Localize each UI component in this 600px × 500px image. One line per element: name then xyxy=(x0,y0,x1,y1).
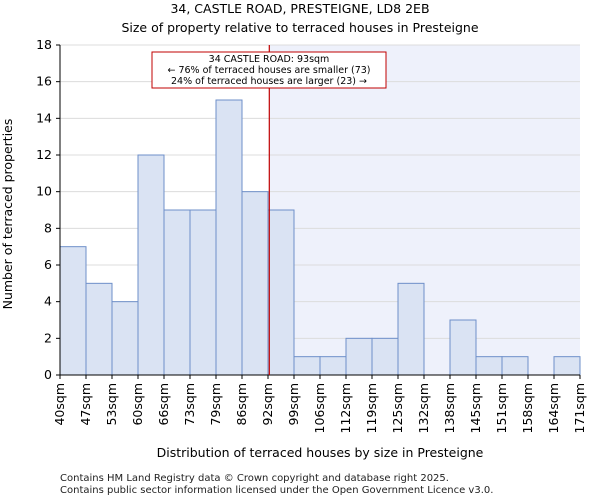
histogram-chart: 0 2 4 6 8 10 12 14 16 18 40sqm 47sqm 53sqm 60sqm 66sqm… xyxy=(0,1,587,460)
x-tick-label: 112sqm xyxy=(338,383,353,433)
histogram-bar xyxy=(397,282,425,376)
histogram-bar xyxy=(475,356,503,376)
x-tick-label: 125sqm xyxy=(390,383,405,433)
x-tick-label: 73sqm xyxy=(182,383,197,426)
histogram-bar xyxy=(59,246,87,376)
x-tick-label: 164sqm xyxy=(546,383,561,433)
histogram-bar xyxy=(293,356,321,376)
histogram-bar xyxy=(189,209,217,376)
y-tick-label: 16 xyxy=(36,74,52,89)
footer-licence: Contains public sector information licen… xyxy=(60,485,494,496)
larger-region-shade xyxy=(269,45,580,375)
x-tick-label: 66sqm xyxy=(156,383,171,426)
x-tick-label: 132sqm xyxy=(416,383,431,433)
x-tick-label: 171sqm xyxy=(572,383,587,433)
chart-subtitle: Size of property relative to terraced ho… xyxy=(121,20,478,35)
annotation-line: 24% of terraced houses are larger (23) → xyxy=(171,76,367,87)
x-tick-label: 79sqm xyxy=(208,383,223,426)
y-tick-label: 18 xyxy=(36,37,52,52)
y-tick-label: 4 xyxy=(44,294,52,309)
annotation-box xyxy=(151,51,387,89)
histogram-bar xyxy=(319,356,347,376)
histogram-bar xyxy=(215,99,243,376)
annotation-line: ← 76% of terraced houses are smaller (73… xyxy=(167,65,370,76)
y-tick-label: 6 xyxy=(44,257,52,272)
x-tick-label: 47sqm xyxy=(78,383,93,426)
y-tick-label: 0 xyxy=(44,367,52,382)
x-tick-label: 53sqm xyxy=(104,383,119,426)
histogram-bar xyxy=(501,356,529,376)
y-tick-label: 14 xyxy=(36,110,52,125)
x-tick-label: 151sqm xyxy=(494,383,509,433)
histogram-bar xyxy=(137,154,165,376)
y-tick-label: 10 xyxy=(36,184,52,199)
y-tick-label: 8 xyxy=(44,220,52,235)
histogram-bar xyxy=(85,282,113,376)
x-tick-label: 138sqm xyxy=(442,383,457,433)
chart-title: 34, CASTLE ROAD, PRESTEIGNE, LD8 2EB xyxy=(170,1,429,16)
y-tick-label: 2 xyxy=(44,330,52,345)
histogram-bar xyxy=(111,301,139,376)
x-tick-label: 145sqm xyxy=(468,383,483,433)
annotation-line: 34 CASTLE ROAD: 93sqm xyxy=(209,54,330,65)
histogram-bar xyxy=(267,209,295,376)
histogram-bar xyxy=(241,191,269,376)
x-tick-label: 106sqm xyxy=(312,383,327,433)
y-tick-label: 12 xyxy=(36,147,52,162)
y-axis-label: Number of terraced properties xyxy=(0,119,15,310)
histogram-bar xyxy=(449,319,477,376)
x-tick-label: 92sqm xyxy=(260,383,275,426)
x-tick-label: 158sqm xyxy=(520,383,535,433)
x-tick-label: 99sqm xyxy=(286,383,301,426)
histogram-bar xyxy=(163,209,191,376)
footer-copyright: Contains HM Land Registry data © Crown c… xyxy=(60,473,449,484)
x-tick-label: 40sqm xyxy=(52,383,67,426)
x-tick-label: 86sqm xyxy=(234,383,249,426)
histogram-bar xyxy=(553,356,581,376)
histogram-bar xyxy=(345,337,373,376)
x-axis-label: Distribution of terraced houses by size … xyxy=(157,445,484,460)
histogram-bar xyxy=(371,337,399,376)
x-tick-label: 119sqm xyxy=(364,383,379,433)
x-tick-label: 60sqm xyxy=(130,383,145,426)
